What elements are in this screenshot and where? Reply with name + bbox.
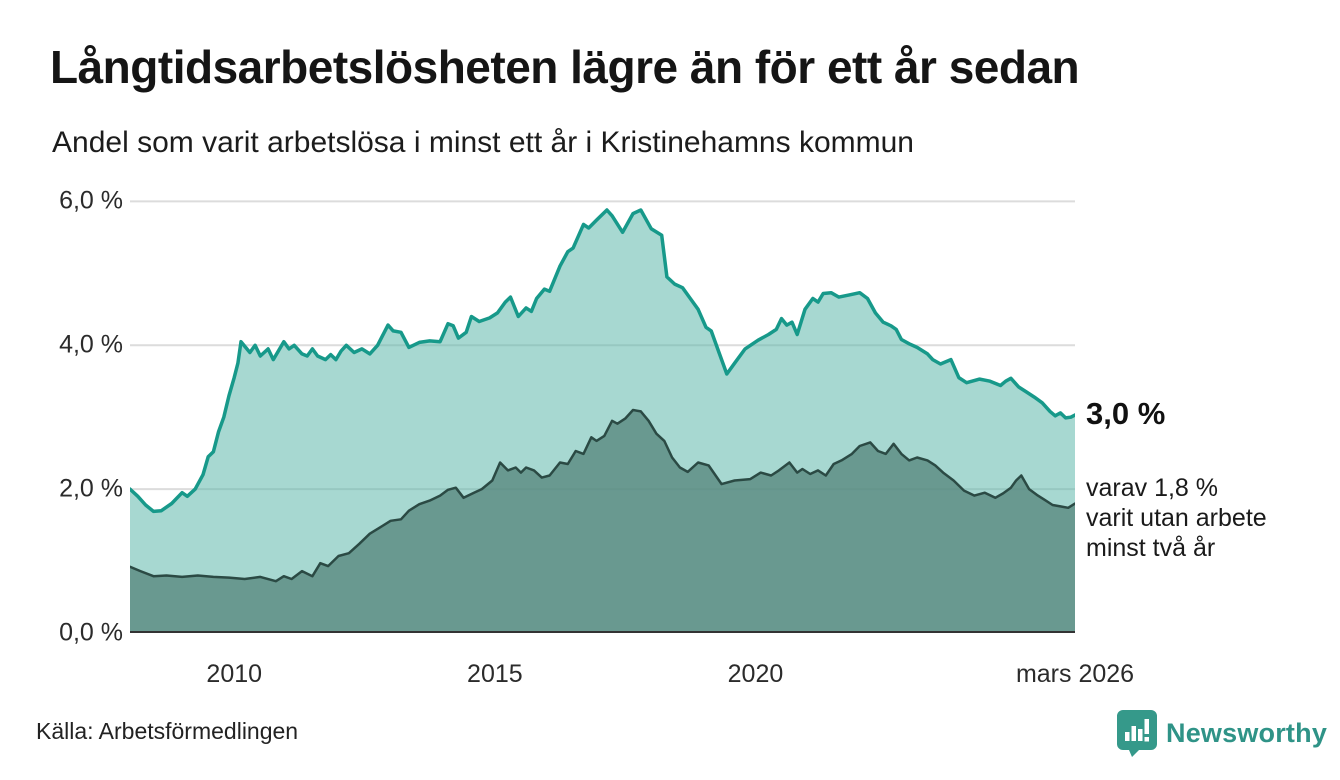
y-tick-label: 0,0 % [59, 618, 123, 647]
sublabel-line-2: varit utan arbete [1086, 503, 1267, 532]
x-tick-label: mars 2026 [1015, 660, 1135, 688]
source-note: Källa: Arbetsförmedlingen [36, 718, 299, 744]
arbetslosa-minst-tva-ar-line [130, 408, 1075, 583]
sublabel-line-3: minst två år [1086, 533, 1216, 562]
arbetslosa-minst-ett-ar-line [130, 208, 1075, 514]
sublabel-line-1: varav 1,8 % [1086, 473, 1219, 502]
chart-subtitle: Andel som varit arbetslösa i minst ett å… [52, 126, 914, 159]
x-tick-label: 2020 [727, 660, 784, 688]
newsworthy-logo-text: Newsworthy [1166, 718, 1328, 748]
y-tick-label: 4,0 % [59, 330, 123, 359]
arbetslosa-minst-tva-ar-area [130, 410, 1075, 633]
newsworthy-logo: Newsworthy [1117, 710, 1327, 757]
end-value-sublabel: varav 1,8 % varit utan arbete minst två … [1086, 473, 1267, 563]
page-title: Långtidsarbetslösheten lägre än för ett … [50, 41, 1080, 93]
newsworthy-logo-icon [1117, 710, 1157, 757]
y-tick-label: 6,0 % [59, 186, 123, 215]
end-value-label: 3,0 % [1086, 396, 1166, 432]
area-chart [130, 200, 1075, 633]
x-tick-label: 2010 [206, 660, 263, 688]
y-tick-label: 2,0 % [59, 474, 123, 503]
x-tick-label: 2015 [467, 660, 523, 688]
